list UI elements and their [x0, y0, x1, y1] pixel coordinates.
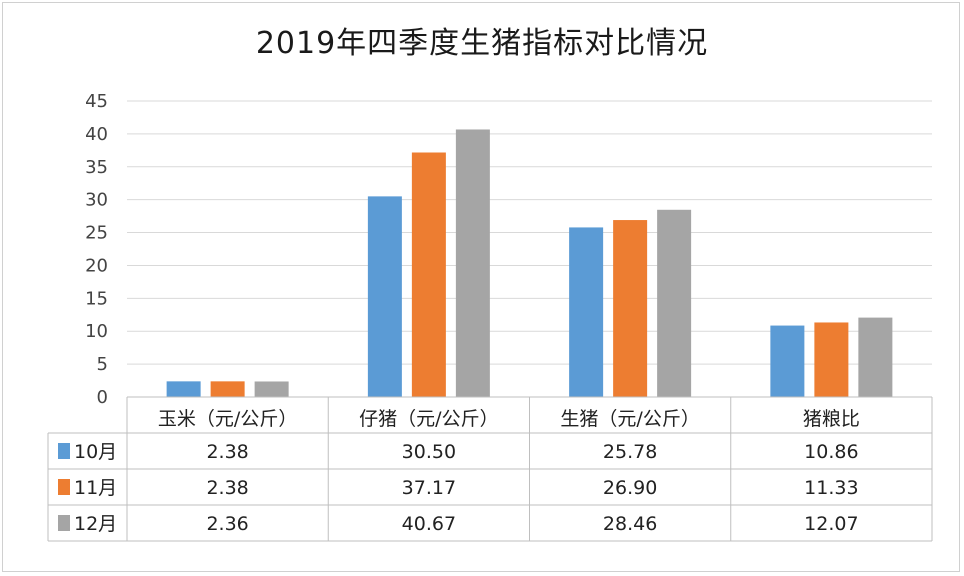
bar — [367, 196, 402, 397]
bar — [613, 220, 648, 397]
data-label: 2.36 — [206, 513, 248, 535]
gridlines — [127, 100, 932, 398]
bar — [254, 381, 289, 397]
legend-swatch — [58, 515, 70, 531]
data-label: 37.17 — [402, 477, 456, 499]
y-tick-label: 10 — [85, 321, 108, 342]
data-label: 2.38 — [206, 477, 248, 499]
chart-title: 2019年四季度生猪指标对比情况 — [255, 26, 709, 61]
category-label: 玉米（元/公斤） — [158, 408, 297, 430]
y-tick-label: 15 — [85, 288, 108, 309]
data-table: 玉米（元/公斤） 仔猪（元/公斤） 生猪（元/公斤） 猪粮比 10月 2.38 30.50 2… — [47, 396, 933, 542]
bar — [858, 317, 893, 397]
data-label: 28.46 — [603, 513, 657, 535]
bar — [770, 325, 805, 397]
category-label: 生猪（元/公斤） — [560, 408, 699, 430]
legend-swatch — [58, 479, 70, 495]
data-label: 40.67 — [402, 513, 456, 535]
data-label: 25.78 — [603, 441, 657, 463]
y-tick-label: 35 — [85, 157, 108, 178]
legend-swatch — [58, 443, 70, 459]
legend-label: 11月 — [74, 477, 117, 499]
y-tick-label: 45 — [85, 91, 108, 112]
y-tick-label: 30 — [85, 190, 108, 211]
data-label: 12.07 — [804, 513, 858, 535]
data-label: 26.90 — [603, 477, 657, 499]
y-tick-label: 25 — [85, 223, 108, 244]
legend-label: 10月 — [74, 441, 117, 463]
bar — [569, 227, 604, 397]
y-tick-label: 40 — [85, 124, 108, 145]
data-label: 10.86 — [804, 441, 858, 463]
bar — [455, 129, 490, 397]
data-label: 30.50 — [402, 441, 456, 463]
y-axis-ticks: 0 5 10 15 20 25 30 35 40 45 — [85, 91, 108, 408]
bars — [166, 129, 893, 397]
category-label: 猪粮比 — [803, 408, 860, 430]
bar — [411, 152, 446, 397]
category-label: 仔猪（元/公斤） — [359, 408, 498, 430]
legend-label: 12月 — [74, 513, 117, 535]
y-tick-label: 5 — [97, 354, 108, 375]
data-label: 11.33 — [804, 477, 858, 499]
y-tick-label: 20 — [85, 255, 108, 276]
data-label: 2.38 — [206, 441, 248, 463]
bar — [814, 322, 849, 397]
bar — [166, 381, 201, 397]
bar — [210, 381, 245, 397]
bar — [657, 209, 692, 397]
y-tick-label: 0 — [97, 387, 108, 408]
